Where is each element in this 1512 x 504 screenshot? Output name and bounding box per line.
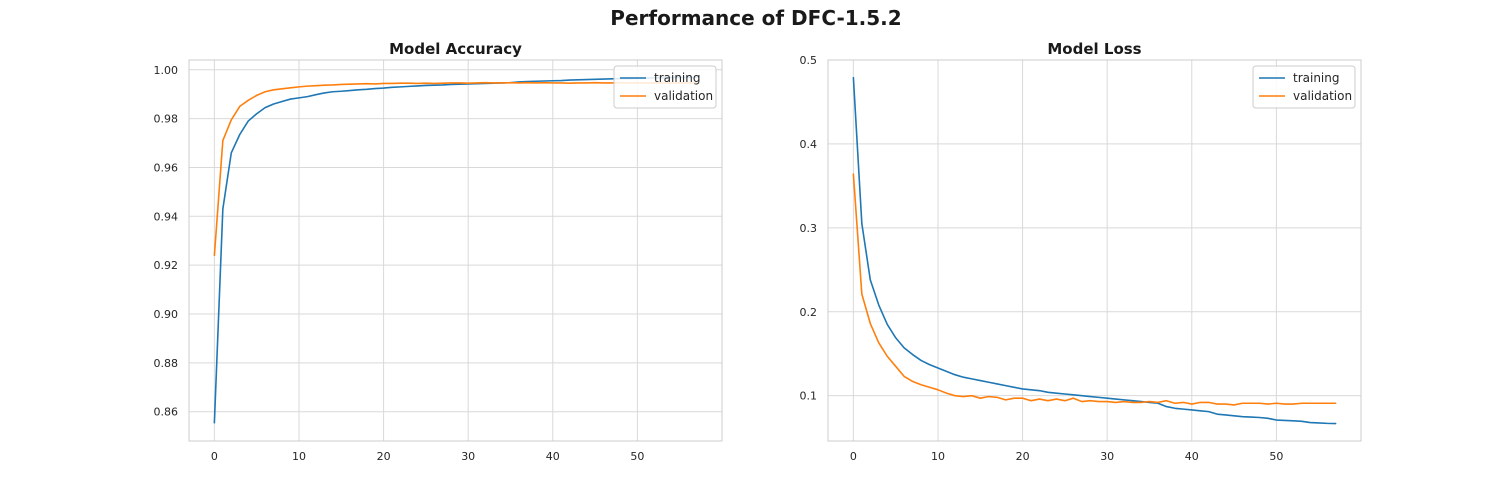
accuracy-y-tick-label: 0.86 [154,406,179,419]
accuracy-x-tick-label: 50 [630,450,644,463]
loss-x-tick-label: 10 [931,450,945,463]
loss-x-tick-label: 0 [850,450,857,463]
loss-legend-box [1252,65,1356,109]
accuracy-grid [189,60,722,441]
loss-y-tick-label: 0.1 [800,390,818,403]
accuracy-training-line [213,76,698,424]
loss-plot: 0 10 20 30 40 50 0.1 0.2 0.3 0.4 0.5 Model Loss tr… [800,40,1362,463]
accuracy-ticks: 0 10 20 30 40 50 0.86 0.88 0.90 0.92 0.94 0.96 0.98 1… [154,64,645,463]
loss-x-tick-label: 50 [1269,450,1283,463]
loss-legend: training validation [1252,65,1356,109]
accuracy-y-tick-label: 0.88 [154,357,179,370]
loss-y-tick-label: 0.3 [800,222,818,235]
figure-suptitle: Performance of DFC-1.5.2 [610,6,901,30]
accuracy-plot-frame [188,59,723,442]
accuracy-y-tick-label: 0.98 [154,113,179,126]
loss-y-tick-label: 0.2 [800,306,818,319]
accuracy-y-tick-label: 0.96 [154,161,179,174]
loss-plot-title: Model Loss [1047,40,1141,58]
accuracy-legend-label-training: training [654,71,701,85]
accuracy-legend: training validation [613,65,717,109]
loss-x-tick-label: 30 [1100,450,1114,463]
accuracy-validation-line [213,81,698,257]
loss-series [852,76,1337,425]
loss-validation-line [852,173,1337,406]
loss-ticks: 0 10 20 30 40 50 0.1 0.2 0.3 0.4 0.5 [800,54,1284,463]
loss-plot-frame [827,59,1362,442]
accuracy-plot-title: Model Accuracy [389,40,522,58]
accuracy-x-tick-label: 30 [461,450,475,463]
loss-training-line [852,76,1337,425]
accuracy-y-tick-label: 0.94 [154,210,179,223]
loss-legend-label-training: training [1293,71,1340,85]
accuracy-x-tick-label: 20 [377,450,391,463]
accuracy-y-tick-label: 0.92 [154,259,179,272]
loss-grid [828,59,1361,441]
loss-x-tick-label: 20 [1016,450,1030,463]
loss-y-tick-label: 0.4 [800,138,818,151]
accuracy-series [213,76,698,424]
loss-x-tick-label: 40 [1185,450,1199,463]
accuracy-y-tick-label: 1.00 [154,64,179,77]
accuracy-legend-box [613,65,717,109]
accuracy-x-tick-label: 0 [211,450,218,463]
accuracy-plot: 0 10 20 30 40 50 0.86 0.88 0.90 0.92 0.94 0.96 0.98 1… [154,40,723,463]
accuracy-x-tick-label: 40 [546,450,560,463]
loss-legend-label-validation: validation [1293,89,1352,103]
accuracy-legend-label-validation: validation [654,89,713,103]
loss-y-tick-label: 0.5 [800,54,818,67]
accuracy-y-tick-label: 0.90 [154,308,179,321]
accuracy-x-tick-label: 10 [292,450,306,463]
